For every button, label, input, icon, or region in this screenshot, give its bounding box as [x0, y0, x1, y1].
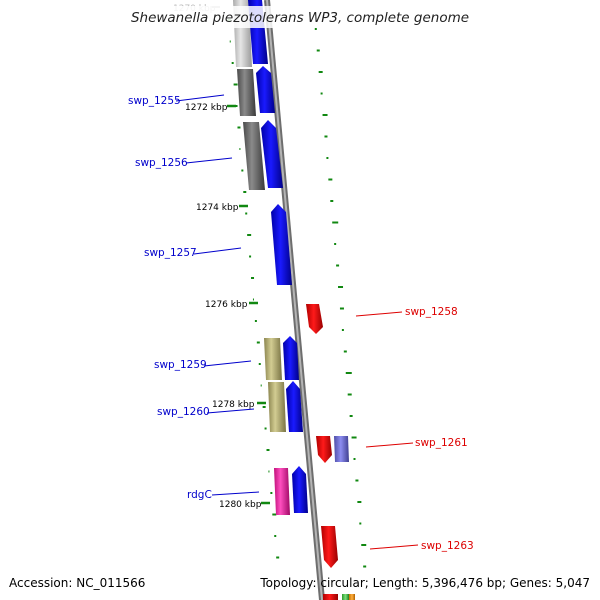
gene-label-swp_1258[interactable]: swp_1258 — [405, 306, 458, 318]
cog-box — [243, 122, 265, 190]
cog-box — [274, 468, 290, 515]
map-title: Shewanella piezotolerans WP3, complete g… — [131, 10, 469, 26]
gene-arrow-swp_1259[interactable] — [283, 336, 299, 380]
gene-arrow-swp_1261[interactable] — [316, 436, 332, 463]
cog-box — [349, 594, 355, 600]
gene-arrow-rdgC[interactable] — [292, 466, 308, 513]
cog-box — [334, 436, 349, 462]
gene-track — [248, 0, 338, 600]
gene-label-swp_1259[interactable]: swp_1259 — [154, 359, 207, 371]
gene-arrow-swp_1258[interactable] — [306, 304, 323, 334]
gene-arrow-swp_1256[interactable] — [261, 120, 283, 188]
kbp-label: 1280 kbp — [219, 500, 262, 510]
gene-arrow-swp_1255[interactable] — [256, 66, 275, 113]
kbp-label: 1274 kbp — [196, 203, 239, 213]
gene-label-swp_1261[interactable]: swp_1261 — [415, 437, 468, 449]
gene-label-swp_1257[interactable]: swp_1257 — [144, 247, 197, 259]
gene-label-swp_1263[interactable]: swp_1263 — [421, 540, 474, 552]
gc-content-track — [227, 19, 367, 568]
gene-arrow-swp_1263[interactable] — [321, 526, 338, 568]
cog-feature-track — [233, 0, 355, 600]
gene-label-rdgC[interactable]: rdgC — [187, 489, 212, 501]
cog-box — [264, 338, 282, 380]
kbp-label: 1272 kbp — [185, 103, 228, 113]
kbp-label: 1276 kbp — [205, 300, 248, 310]
cog-box — [268, 382, 286, 432]
gene-arrow-swp_1257[interactable] — [271, 204, 292, 285]
kbp-label: 1278 kbp — [212, 400, 255, 410]
cog-box — [237, 69, 256, 116]
gene-labels: swp_1255 swp_1256 swp_1257 swp_1258 swp_… — [128, 94, 474, 552]
accession-label: Accession: NC_011566 — [9, 576, 145, 590]
gene-label-swp_1255[interactable]: swp_1255 — [128, 95, 181, 107]
gene-arrow-swp_1260[interactable] — [286, 381, 303, 432]
genome-backbone — [264, 0, 325, 600]
gene-label-swp_1256[interactable]: swp_1256 — [135, 157, 188, 169]
gene-label-swp_1260[interactable]: swp_1260 — [157, 406, 210, 418]
cog-box — [342, 594, 349, 600]
gene-arrow-swp_1264[interactable] — [323, 594, 338, 600]
topology-label: Topology: circular; Length: 5,396,476 bp… — [259, 576, 590, 590]
